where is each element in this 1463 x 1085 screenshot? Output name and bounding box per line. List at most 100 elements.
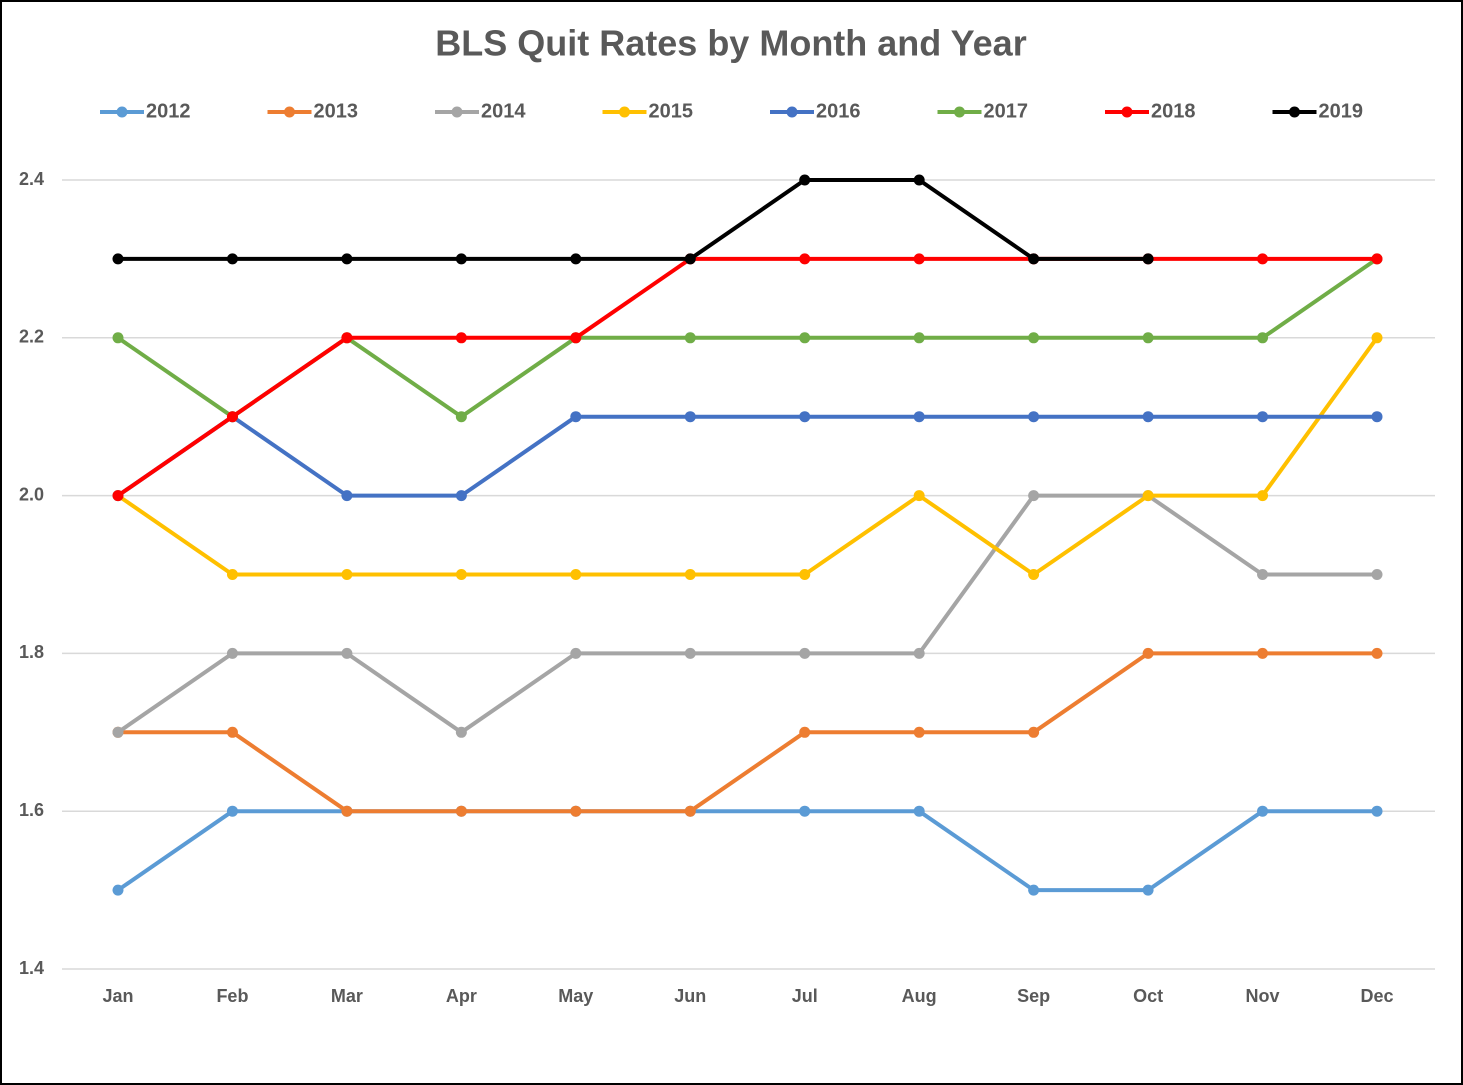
data-point [1142,647,1154,659]
legend-text: 2017 [984,100,1029,122]
data-point [684,332,696,344]
x-tick-label: Sep [1017,986,1050,1006]
legend-marker [116,106,128,118]
series-line [116,493,1377,735]
legend-text: 2014 [481,100,526,122]
legend-text: 2013 [314,100,359,122]
data-point [1028,569,1040,580]
data-point [1371,647,1383,659]
data-point [112,490,124,502]
data-point [570,253,582,265]
data-point [1028,726,1040,738]
legend-marker [451,106,463,118]
data-point [1257,805,1269,817]
data-point [226,805,238,817]
data-point [913,726,925,738]
x-tick-label: Apr [446,986,477,1006]
data-point [913,411,925,423]
data-point [1142,253,1154,265]
data-point [1371,332,1383,344]
data-point [1028,253,1040,265]
y-tick-label: 2.4 [19,169,44,189]
data-point [1257,647,1269,659]
data-point [455,726,467,738]
data-point [226,647,238,659]
data-point [913,805,925,817]
x-tick-label: Aug [902,986,937,1006]
data-point [799,332,811,344]
series-line [116,414,1377,498]
series-line [118,651,1377,814]
data-point [684,253,696,265]
legend-text: 2019 [1319,100,1364,122]
data-point [455,569,467,580]
data-point [913,174,925,186]
data-point [341,647,353,659]
legend-marker [954,106,965,118]
data-point [799,726,811,738]
data-point [1142,490,1154,502]
data-point [684,647,696,659]
data-point [684,411,696,423]
x-tick-label: Dec [1360,986,1393,1006]
data-point [913,490,925,502]
data-point [1257,253,1269,265]
data-point [1142,411,1154,423]
series-line [116,336,1379,577]
x-tick-label: Nov [1246,986,1280,1006]
data-point [570,805,582,817]
series-line [116,256,1377,498]
x-tick-label: Mar [331,986,363,1006]
y-tick-label: 2.0 [19,484,44,504]
x-tick-label: Jun [674,986,706,1006]
x-tick-label: Jul [792,986,818,1006]
legend-text: 2018 [1151,100,1196,122]
data-point [1371,411,1383,423]
legend-marker [1289,106,1300,118]
data-point [1371,569,1383,580]
data-point [112,253,124,265]
data-point [684,805,696,817]
data-point [1257,411,1269,423]
data-point [1371,253,1383,265]
data-point [226,253,238,265]
data-point [455,253,467,265]
data-point [1142,332,1154,344]
data-point [455,805,467,817]
data-point [1028,411,1040,423]
legend-text: 2016 [816,100,861,122]
legend-marker [619,106,630,118]
legend-marker [786,106,798,118]
legend-marker [284,106,295,118]
data-point [799,253,811,265]
data-point [455,411,467,423]
data-point [1257,569,1269,580]
x-tick-label: Jan [102,986,133,1006]
legend-marker [1121,106,1133,118]
data-point [799,647,811,659]
data-point [226,569,238,580]
data-point [112,884,124,896]
x-tick-label: May [558,986,593,1006]
data-point [455,332,467,344]
data-point [1257,332,1269,344]
data-point [799,805,811,817]
data-point [570,411,582,423]
data-point [112,726,124,738]
data-point [913,332,925,344]
legend-text: 2012 [146,100,191,122]
data-point [226,726,238,738]
y-tick-label: 1.4 [19,958,44,978]
data-point [341,490,353,502]
data-point [1142,884,1154,896]
data-point [455,490,467,502]
data-point [684,569,696,580]
x-tick-label: Oct [1133,986,1163,1006]
data-point [1028,332,1040,344]
data-point [570,332,582,344]
data-point [913,647,925,659]
series-line [116,809,1377,893]
data-point [341,569,353,580]
